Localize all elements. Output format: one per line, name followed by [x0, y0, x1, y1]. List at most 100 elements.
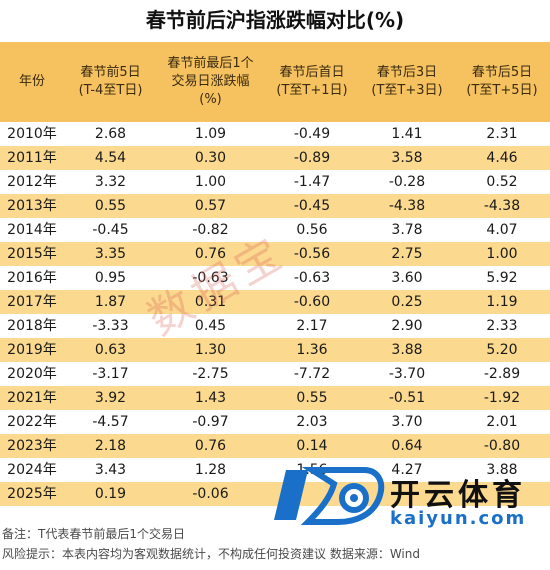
value-cell: -0.97: [157, 410, 264, 434]
value-cell: -4.57: [64, 410, 157, 434]
value-cell: 3.58: [360, 146, 454, 170]
value-cell: 2.17: [264, 314, 360, 338]
year-cell: 2012年: [0, 170, 64, 194]
year-cell: 2018年: [0, 314, 64, 338]
value-cell: 3.92: [64, 386, 157, 410]
value-cell: -7.72: [264, 362, 360, 386]
year-cell: 2010年: [0, 122, 64, 146]
table-row: 2024年 3.43 1.28 1.56 4.27 3.88: [0, 458, 550, 482]
value-cell: -0.63: [264, 266, 360, 290]
year-cell: 2019年: [0, 338, 64, 362]
value-cell: 1.41: [360, 122, 454, 146]
value-cell: -0.63: [157, 266, 264, 290]
value-cell: 5.92: [454, 266, 550, 290]
table-row: 2022年 -4.57 -0.97 2.03 3.70 2.01: [0, 410, 550, 434]
value-cell: 0.55: [64, 194, 157, 218]
value-cell: -0.49: [264, 122, 360, 146]
value-cell: 4.46: [454, 146, 550, 170]
value-cell: -1.47: [264, 170, 360, 194]
value-cell: 5.20: [454, 338, 550, 362]
value-cell: 0.45: [157, 314, 264, 338]
header-row: 年份 春节前5日 (T-4至T日) 春节前最后1个 交易日涨跌幅 (%) 春节后首日 …: [0, 42, 550, 122]
table-body: 2010年 2.68 1.09 -0.49 1.41 2.31 2011年 4.54 0.30-…: [0, 122, 550, 506]
value-cell: 2.31: [454, 122, 550, 146]
value-cell: -3.33: [64, 314, 157, 338]
value-cell: 2.90: [360, 314, 454, 338]
footnote-risk: 风险提示：本表内容均为客观数据统计，不构成任何投资建议 数据来源：Wind: [2, 547, 420, 561]
value-cell: 0.76: [157, 242, 264, 266]
value-cell: -1.92: [454, 386, 550, 410]
year-cell: 2013年: [0, 194, 64, 218]
column-header-2: 春节前最后1个 交易日涨跌幅 (%): [157, 42, 264, 122]
data-table: 年份 春节前5日 (T-4至T日) 春节前最后1个 交易日涨跌幅 (%) 春节后首日 …: [0, 42, 550, 506]
value-cell: -0.06: [157, 482, 264, 506]
value-cell: 4.07: [454, 218, 550, 242]
table-row: 2020年 -3.17 -2.75 -7.72 -3.70 -2.89: [0, 362, 550, 386]
value-cell: -0.28: [360, 170, 454, 194]
value-cell: 4.54: [64, 146, 157, 170]
value-cell: -0.45: [64, 218, 157, 242]
footnote-remark: 备注：T代表春节前最后1个交易日: [2, 527, 185, 541]
value-cell: -3.17: [64, 362, 157, 386]
value-cell: 0.14: [264, 434, 360, 458]
value-cell: 1.19: [454, 290, 550, 314]
year-cell: 2022年: [0, 410, 64, 434]
value-cell: -0.82: [157, 218, 264, 242]
value-cell: 0.25: [360, 290, 454, 314]
table-row: 2016年 0.95 -0.63 -0.63 3.60 5.92: [0, 266, 550, 290]
value-cell: -4.38: [454, 194, 550, 218]
table-row: 2015年 3.35 0.76 -0.56 2.75 1.00: [0, 242, 550, 266]
value-cell: -0.89: [264, 146, 360, 170]
column-header-0: 年份: [0, 42, 64, 122]
year-cell: 2015年: [0, 242, 64, 266]
value-cell: 0.55: [264, 386, 360, 410]
value-cell: 2.68: [64, 122, 157, 146]
table-row: 2014年 -0.45 -0.82 0.56 3.78 4.07: [0, 218, 550, 242]
value-cell: 1.87: [64, 290, 157, 314]
table-row: 2010年 2.68 1.09 -0.49 1.41 2.31: [0, 122, 550, 146]
value-cell: 1.36: [264, 338, 360, 362]
value-cell: 0.30: [157, 146, 264, 170]
table-row: 2023年 2.18 0.76 0.14 0.64 -0.80: [0, 434, 550, 458]
year-cell: 2017年: [0, 290, 64, 314]
value-cell: -0.80: [454, 434, 550, 458]
value-cell: 3.70: [360, 410, 454, 434]
value-cell: [264, 482, 360, 506]
year-cell: 2020年: [0, 362, 64, 386]
value-cell: 0.57: [157, 194, 264, 218]
value-cell: -2.89: [454, 362, 550, 386]
value-cell: 3.43: [64, 458, 157, 482]
brand-logo-en: kaiyun.com: [390, 508, 527, 529]
value-cell: -0.45: [264, 194, 360, 218]
brand-logo-cn: 开云体育: [390, 478, 526, 513]
value-cell: 0.64: [360, 434, 454, 458]
value-cell: 0.31: [157, 290, 264, 314]
value-cell: 3.35: [64, 242, 157, 266]
table-title: 春节前后沪指涨跌幅对比(%): [145, 8, 405, 32]
value-cell: -3.70: [360, 362, 454, 386]
value-cell: 3.32: [64, 170, 157, 194]
value-cell: 1.43: [157, 386, 264, 410]
value-cell: 1.09: [157, 122, 264, 146]
value-cell: 0.52: [454, 170, 550, 194]
value-cell: -2.75: [157, 362, 264, 386]
value-cell: -4.38: [360, 194, 454, 218]
table-row: 2013年 0.55 0.57 -0.45 -4.38 -4.38: [0, 194, 550, 218]
year-cell: 2023年: [0, 434, 64, 458]
table-row: 2019年 0.63 1.30 1.36 3.88 5.20: [0, 338, 550, 362]
value-cell: 1.28: [157, 458, 264, 482]
year-cell: 2011年: [0, 146, 64, 170]
value-cell: 2.01: [454, 410, 550, 434]
value-cell: 3.78: [360, 218, 454, 242]
year-cell: 2025年: [0, 482, 64, 506]
year-cell: 2021年: [0, 386, 64, 410]
column-header-3: 春节后首日 (T至T+1日): [264, 42, 360, 122]
value-cell: -0.56: [264, 242, 360, 266]
table-row: 2017年 1.87 0.31 -0.60 0.25 1.19: [0, 290, 550, 314]
table-row: 2011年 4.54 0.30 -0.89 3.58 4.46: [0, 146, 550, 170]
table-row: 2012年 3.32 1.00 -1.47 -0.28 0.52: [0, 170, 550, 194]
column-header-4: 春节后3日 (T至T+3日): [360, 42, 454, 122]
table-row: 2021年 3.92 1.43 0.55 -0.51 -1.92: [0, 386, 550, 410]
column-header-1: 春节前5日 (T-4至T日): [64, 42, 157, 122]
value-cell: [454, 482, 550, 506]
